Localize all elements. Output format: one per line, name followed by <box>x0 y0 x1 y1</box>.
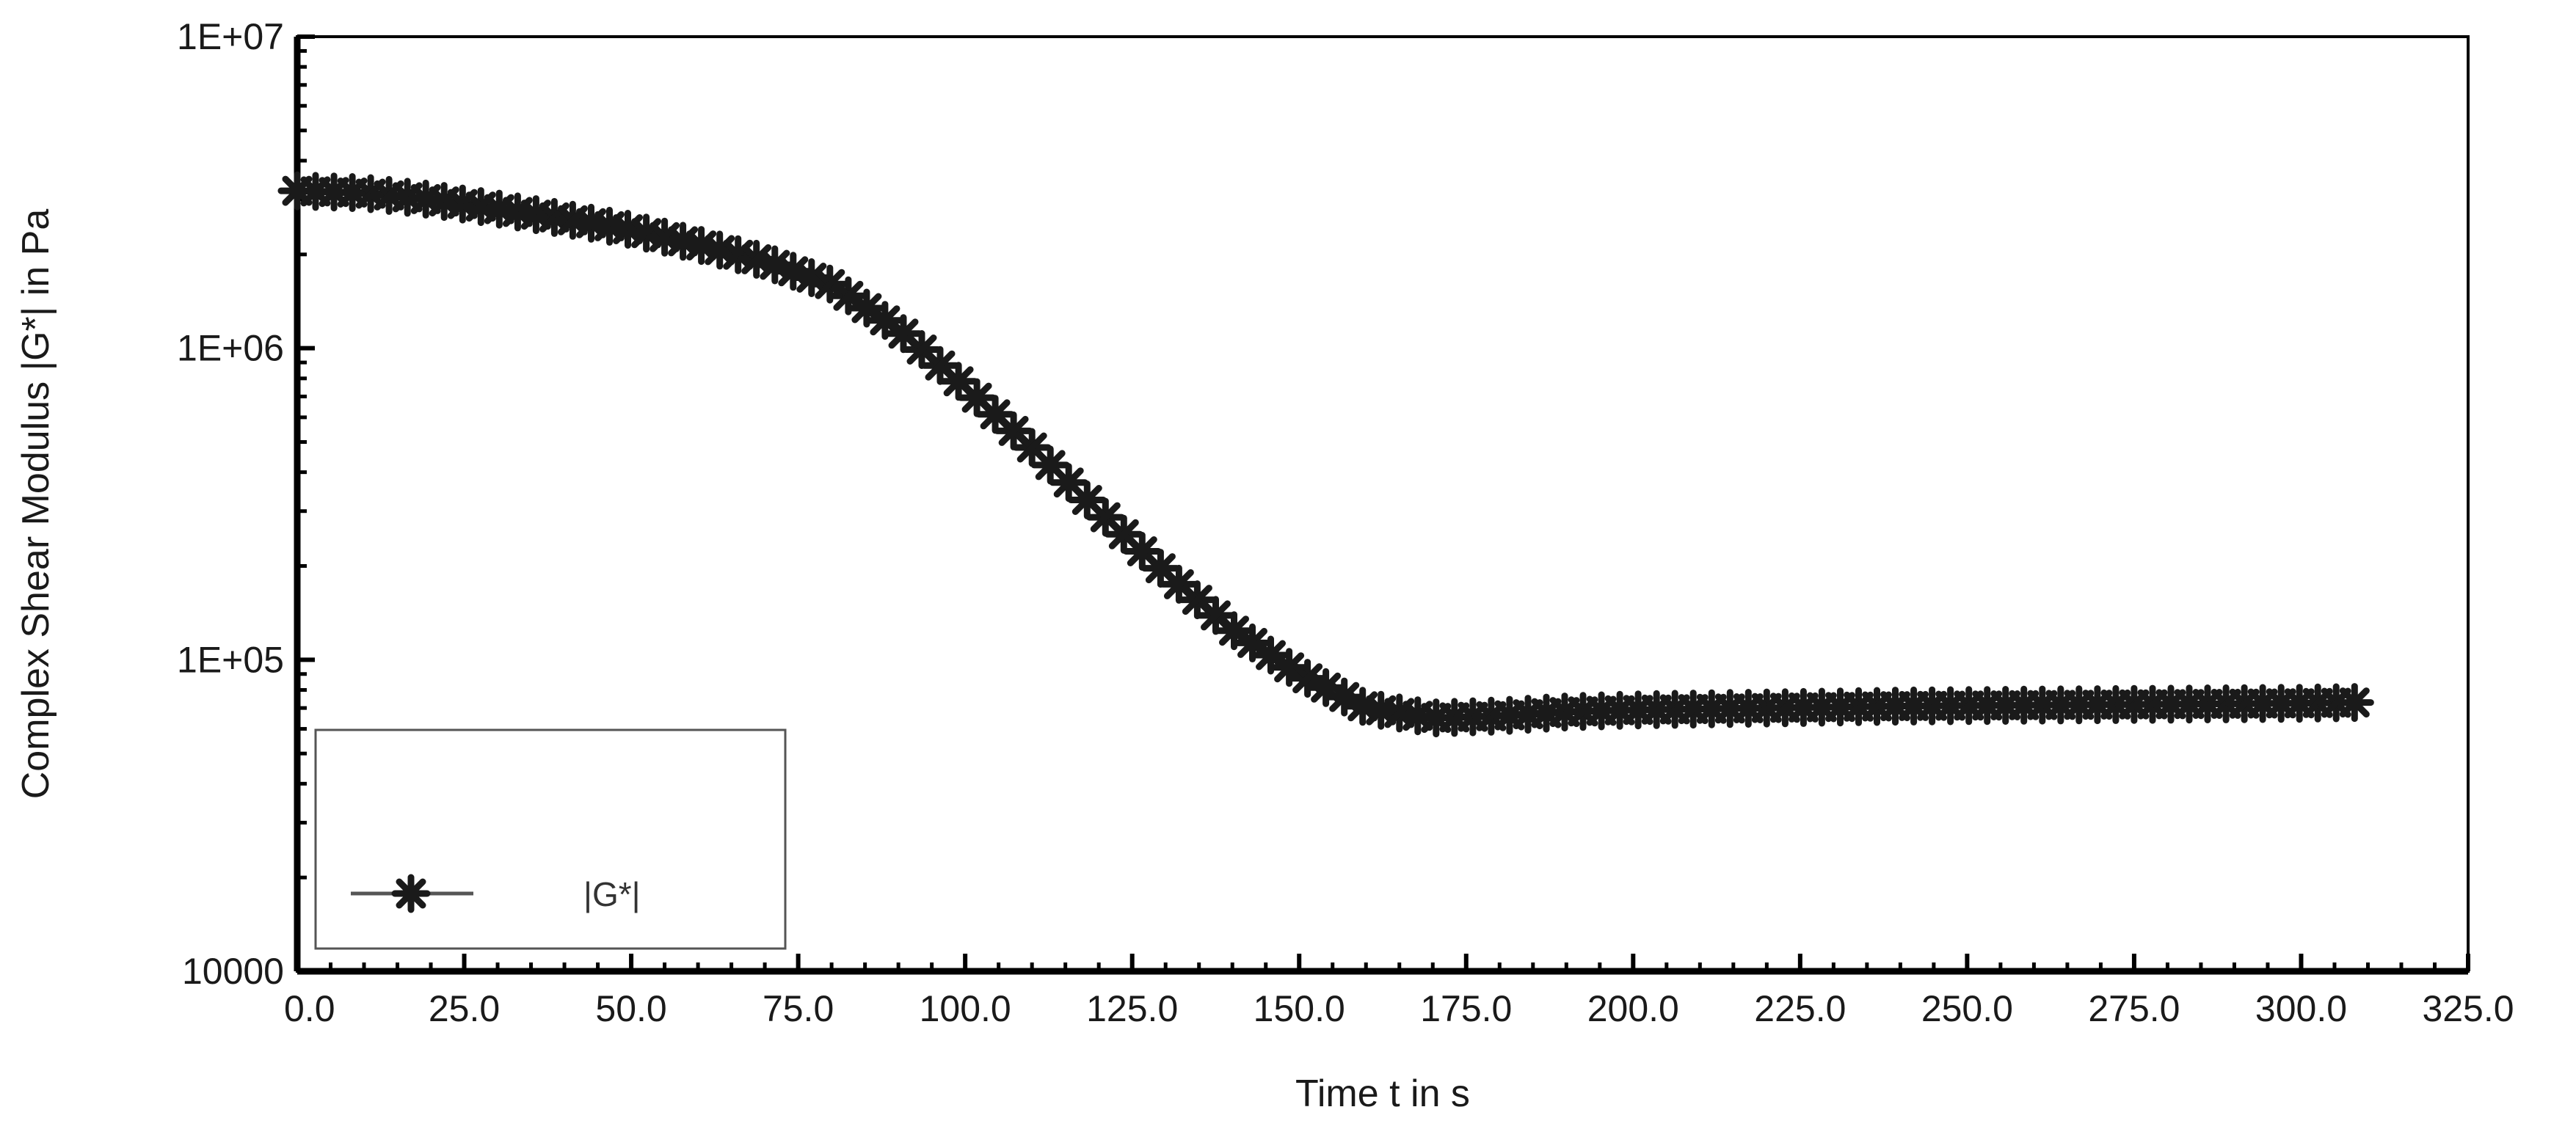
x-tick-label: 200.0 <box>1587 988 1679 1029</box>
x-axis-label: Time t in s <box>1295 1073 1470 1115</box>
x-tick-labels: 0.0 25.0 50.0 75.0 100.0 125.0 150.0 175.0 200.0… <box>284 988 2514 1029</box>
x-tick-label: 50.0 <box>595 988 666 1029</box>
data-point <box>865 301 905 340</box>
x-tick-label: 0.0 <box>284 988 335 1029</box>
data-point <box>1012 428 1052 467</box>
x-tick-label: 150.0 <box>1254 988 1345 1029</box>
y-tick-labels: 1E+07 1E+06 1E+05 10000 <box>177 16 284 992</box>
data-point <box>1215 611 1254 651</box>
data-point <box>516 195 556 235</box>
x-tick-label: 75.0 <box>763 988 834 1029</box>
y-tick-label: 10000 <box>182 951 284 992</box>
y-axis-label: Complex Shear Modulus |G*| in Pa <box>15 209 57 800</box>
x-tick-label: 175.0 <box>1420 988 1512 1029</box>
data-point <box>2335 683 2374 723</box>
legend-label: |G*| <box>583 875 641 913</box>
x-tick-label: 125.0 <box>1086 988 1178 1029</box>
series-g-star <box>277 171 2374 738</box>
x-tick-label: 100.0 <box>920 988 1011 1029</box>
data-point <box>1177 580 1217 620</box>
x-tick-label: 25.0 <box>429 988 500 1029</box>
legend-box <box>314 728 787 950</box>
x-tick-label: 325.0 <box>2422 988 2514 1029</box>
y-tick-label: 1E+07 <box>177 16 284 57</box>
legend-marker-asterisk-icon <box>391 874 431 913</box>
x-tick-label: 275.0 <box>2088 988 2180 1029</box>
x-tick-label: 225.0 <box>1754 988 1846 1029</box>
y-tick-label: 1E+05 <box>177 639 284 680</box>
x-tick-label: 300.0 <box>2255 988 2347 1029</box>
legend: |G*| <box>314 728 787 950</box>
x-tick-label: 250.0 <box>1921 988 2013 1029</box>
y-tick-label: 1E+06 <box>177 328 284 369</box>
data-point <box>994 411 1033 450</box>
